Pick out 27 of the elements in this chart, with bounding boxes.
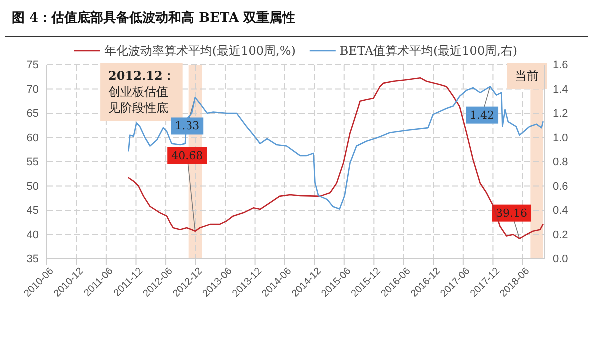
band-label: 2012.12：创业板估值见阶段性底 bbox=[108, 69, 175, 115]
y-tick-label: 70 bbox=[26, 84, 39, 96]
y2-tick-label: 0.0 bbox=[553, 254, 568, 266]
y-tick-label: 35 bbox=[26, 254, 39, 266]
data-label: 1.33 bbox=[175, 120, 200, 133]
y-tick-label: 50 bbox=[26, 180, 39, 193]
band-label: 当前 bbox=[515, 69, 539, 83]
y2-tick-label: 0.2 bbox=[553, 229, 568, 242]
y2-tick-label: 1.6 bbox=[553, 60, 568, 72]
legend-label: 年化波动率算术平均(最近100周,%) bbox=[104, 44, 296, 58]
y-tick-label: 60 bbox=[26, 132, 39, 144]
legend-label: BETA值算术平均(最近100周,右) bbox=[340, 44, 518, 58]
y2-tick-label: 1.0 bbox=[553, 132, 568, 144]
data-label: 39.16 bbox=[496, 206, 528, 220]
y2-tick-label: 0.4 bbox=[553, 205, 568, 218]
y2-tick-label: 1.2 bbox=[553, 108, 568, 120]
y-tick-label: 55 bbox=[26, 156, 39, 169]
y2-tick-label: 0.8 bbox=[553, 156, 568, 169]
chart-title: 图 4：估值底部具备低波动和高 BETA 双重属性 bbox=[12, 10, 296, 26]
y-tick-label: 75 bbox=[26, 60, 39, 72]
y-tick-label: 40 bbox=[26, 229, 39, 242]
y-tick-label: 65 bbox=[26, 108, 39, 120]
y2-tick-label: 0.6 bbox=[553, 180, 568, 193]
data-label: 40.68 bbox=[172, 149, 204, 162]
data-label: 1.42 bbox=[470, 108, 495, 122]
y-tick-label: 45 bbox=[26, 205, 39, 218]
y2-tick-label: 1.4 bbox=[553, 84, 568, 96]
